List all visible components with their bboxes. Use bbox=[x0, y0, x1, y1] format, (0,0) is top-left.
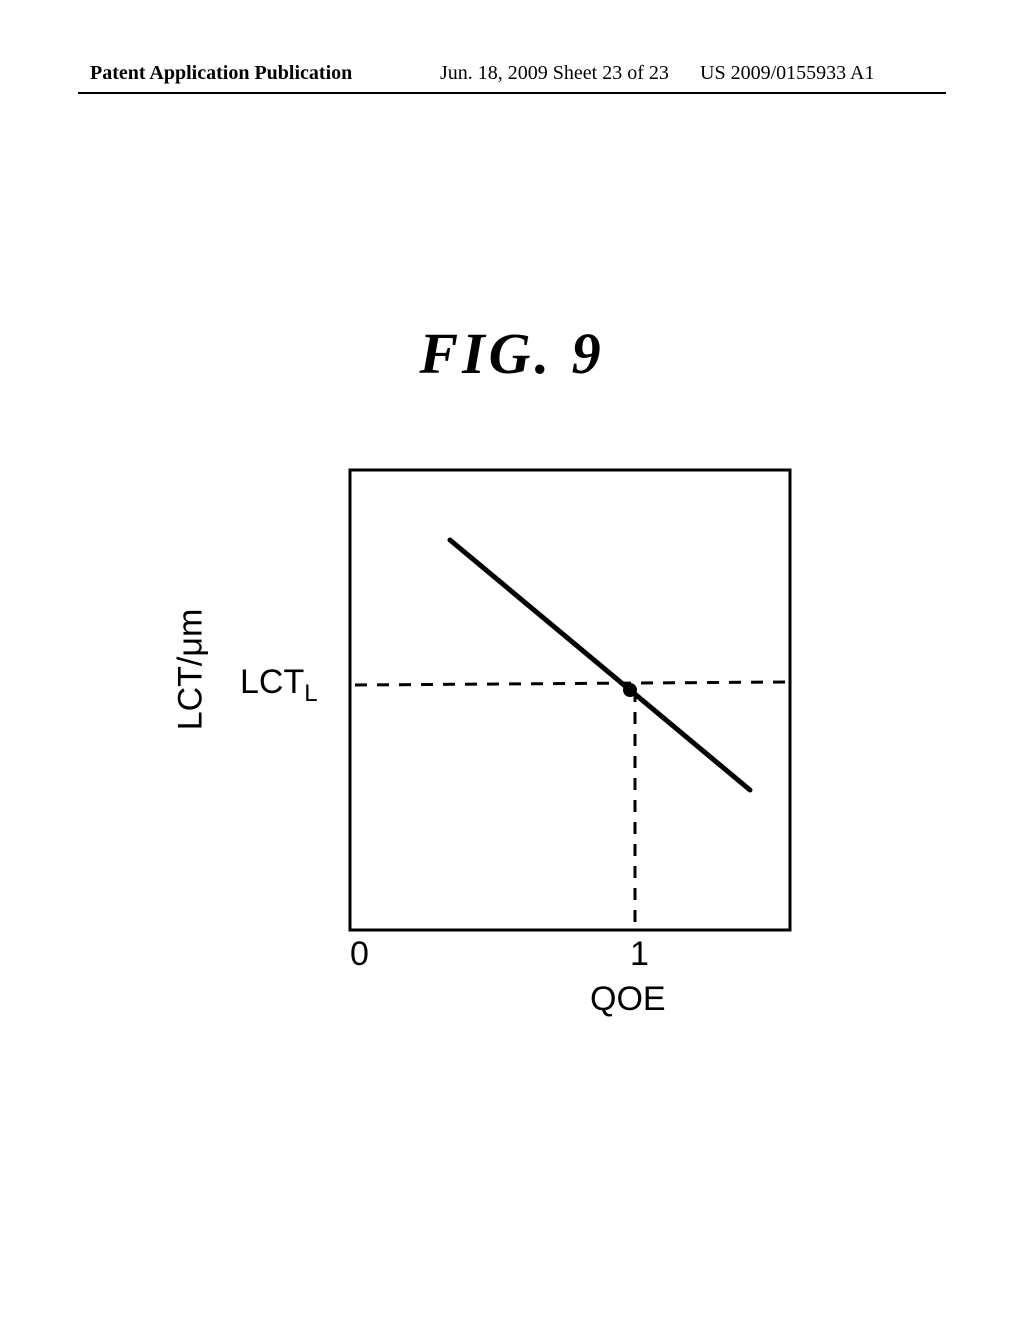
y-tick-sub: L bbox=[304, 680, 317, 707]
y-tick-main: LCT bbox=[240, 663, 304, 701]
chart-svg bbox=[250, 460, 810, 940]
x-axis-label: QOE bbox=[590, 980, 666, 1019]
x-tick-1: 1 bbox=[630, 935, 649, 974]
header-divider bbox=[78, 92, 946, 94]
header-date-sheet: Jun. 18, 2009 Sheet 23 of 23 bbox=[440, 62, 669, 85]
y-axis-label: LCT/μm bbox=[171, 609, 210, 731]
y-tick-label: LCTL bbox=[240, 663, 318, 708]
figure-title: FIG. 9 bbox=[0, 320, 1024, 387]
header-publication-type: Patent Application Publication bbox=[90, 62, 352, 85]
x-tick-0: 0 bbox=[350, 935, 369, 974]
chart-container: LCT/μm LCTL 0 1 QOE bbox=[250, 460, 810, 980]
header-patent-number: US 2009/0155933 A1 bbox=[700, 62, 874, 85]
